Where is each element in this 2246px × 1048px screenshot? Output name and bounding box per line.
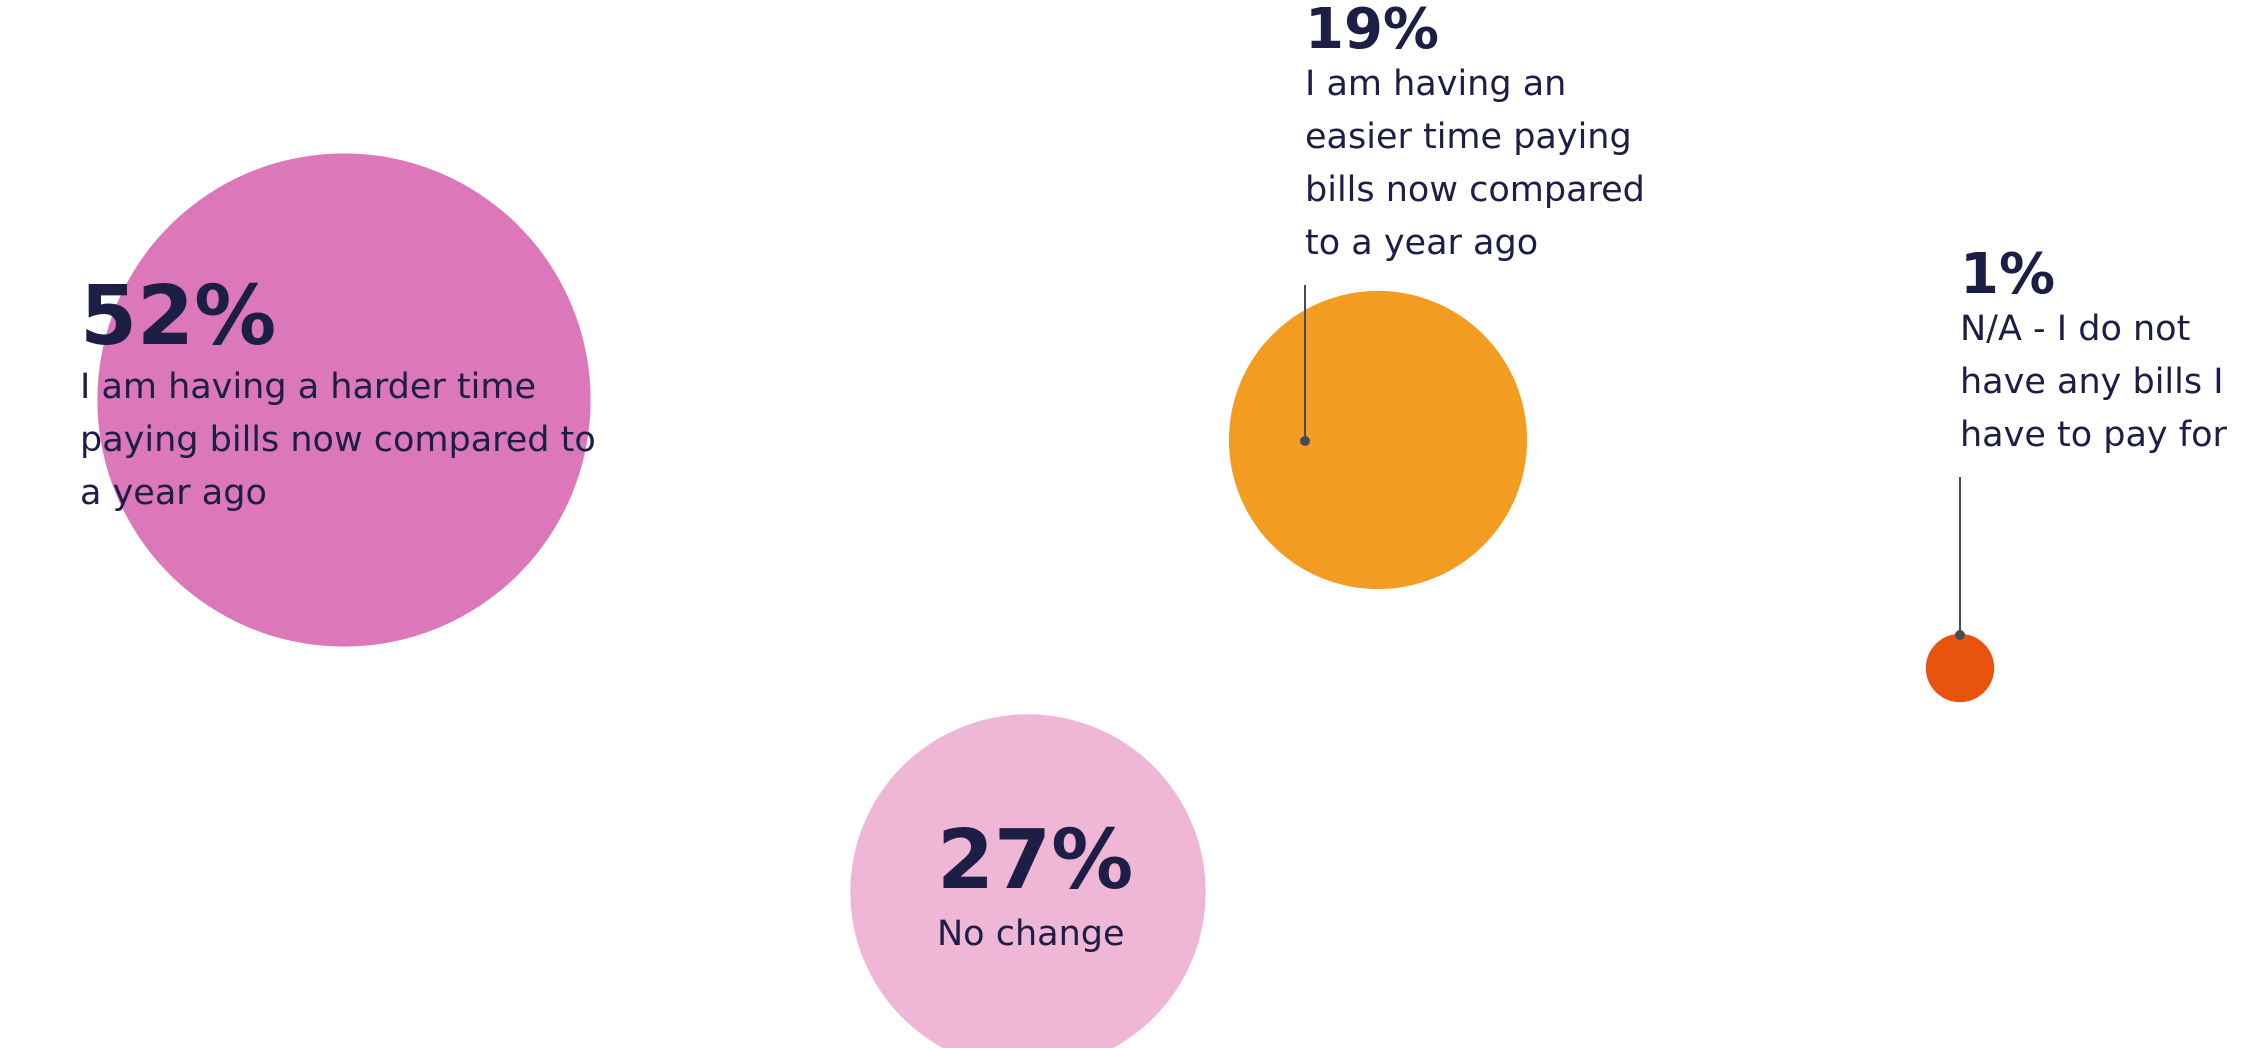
bubble-description-line: to a year ago (1305, 223, 1538, 263)
bubble-value-label: 1% (1960, 242, 2055, 307)
bubble-52 (97, 153, 591, 647)
bubble-description-line: have to pay for (1960, 415, 2228, 455)
bubble-description-line: I am having an (1305, 64, 1566, 104)
bubble-description-line: have any bills I (1960, 362, 2224, 402)
bubble-description-line: a year ago (80, 473, 267, 513)
bubble-group-4: 1%N/A - I do not have any bills I have to … (1925, 242, 2228, 703)
bubble-description-line: I am having a harder time (80, 367, 536, 407)
bubble-description-line: easier time paying (1305, 117, 1632, 157)
bubble-description-line: paying bills now compared to (80, 420, 596, 460)
leader-dot (1300, 436, 1310, 446)
bubble-group-1: 52%I am having a harder time paying bills… (80, 153, 596, 647)
leader-dot (1955, 630, 1965, 640)
bubble-description-line: No change (937, 914, 1125, 954)
bubble-19 (1228, 290, 1528, 590)
bubble-group-2: 27% No change (850, 714, 1206, 1048)
bubble-27 (850, 714, 1206, 1048)
bubble-group-3: 19%I am having an easier time paying bills… (1228, 0, 1645, 590)
bubble-value-label: 27% (937, 813, 1133, 908)
bubble-description-line: N/A - I do not (1960, 309, 2190, 349)
bubble-description-line: bills now compared (1305, 170, 1645, 210)
bubble-value-label: 19% (1305, 0, 1439, 62)
bubble-value-label: 52% (80, 269, 276, 364)
bubble-1 (1925, 633, 1995, 703)
